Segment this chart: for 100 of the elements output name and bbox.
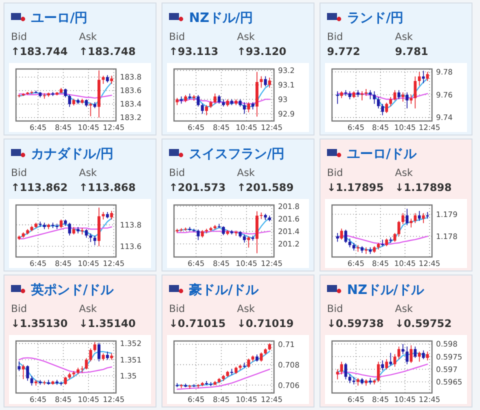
candlestick [89,348,92,362]
candlestick [389,352,392,366]
candlestick [397,346,400,360]
candlestick [381,239,384,247]
candlestick [397,90,400,100]
line-series [176,368,270,390]
text: Ask [237,304,256,315]
text: Bid [327,32,343,43]
text: ↓0.71015 [169,318,226,330]
text: Ask [79,304,98,315]
text: ↑183.744 [11,46,68,58]
chart-title: NZドル/ドル [347,283,426,298]
candlestick [84,358,88,370]
text: ↑201.573 [169,182,226,194]
candlestick [89,102,92,117]
candlestick [381,103,384,116]
candlestick [336,90,339,104]
candlestick [426,212,429,220]
chart-title: スイスフラン/円 [189,147,285,162]
candlestick [410,344,413,364]
candlestick [93,235,96,246]
line-series [176,350,270,387]
text: Ask [395,304,414,315]
candlestick [242,102,246,114]
candlestick [406,346,409,365]
text: ↑183.748 [79,46,136,58]
chart-title: ユーロ/円 [31,11,88,26]
candlestick [18,360,21,372]
text: ↑113.868 [79,182,136,194]
candlestick [389,96,392,107]
candlestick [200,103,204,114]
candlestick [247,358,250,368]
text: Bid [11,304,27,315]
text: Bid [169,304,185,315]
candlestick [192,94,196,102]
candlestick [376,361,380,382]
candlestick [247,102,250,113]
candlestick [22,364,25,380]
candlestick [336,368,339,380]
candlestick [372,90,376,104]
line-series [18,357,112,374]
candlestick [93,342,96,352]
chart-title: ユーロ/ドル [347,147,418,162]
text: ↓1.17898 [395,182,452,194]
candlestick [418,210,421,222]
text: 9.781 [395,46,428,58]
candlestick [356,244,360,252]
candlestick [406,208,409,226]
text: ↓1.35130 [11,318,68,330]
line-series [18,82,112,106]
candlestick [426,71,429,82]
candlestick [418,71,421,86]
text: ↓0.59738 [327,318,384,330]
text: Bid [327,304,343,315]
candlestick [364,88,368,96]
candlestick [205,380,208,386]
text: Bid [11,32,27,43]
candlestick [336,232,339,242]
candlestick [376,96,380,109]
text: Ask [395,168,414,179]
text: Ask [79,168,98,179]
candlestick [422,70,425,84]
candlestick [242,362,246,368]
text: Bid [11,168,27,179]
text: ↑201.589 [237,182,294,194]
candlestick [422,212,425,224]
text: Bid [169,32,185,43]
candlestick [385,102,388,114]
text: Bid [327,168,343,179]
text: ↑113.862 [11,182,68,194]
candlestick [68,222,72,236]
candlestick [256,210,258,254]
candlestick [214,93,216,104]
candlestick [264,76,267,87]
chart-title: ランド/円 [347,11,404,26]
candlestick [410,94,413,104]
line-series [336,216,428,251]
candlestick [397,220,400,237]
candlestick [340,228,343,240]
text: Ask [237,168,256,179]
text: ↓1.17895 [327,182,384,194]
chart-title: カナダドル/円 [31,147,114,162]
text: ↑93.113 [169,46,218,58]
candlestick [393,90,396,101]
candlestick [247,236,250,248]
candlestick [418,351,421,362]
candlestick [406,92,409,109]
candlestick [205,104,208,116]
text: ↑93.120 [237,46,286,58]
candlestick [68,94,72,108]
candlestick [60,381,63,386]
candlestick [56,223,58,230]
candlestick [268,77,272,88]
candlestick [402,92,404,102]
candlestick [385,358,388,370]
text: 9.772 [327,46,360,58]
candlestick [360,90,364,101]
candlestick [410,218,413,228]
chart-title: 豪ドル/ドル [188,282,260,298]
candlestick [356,90,360,98]
